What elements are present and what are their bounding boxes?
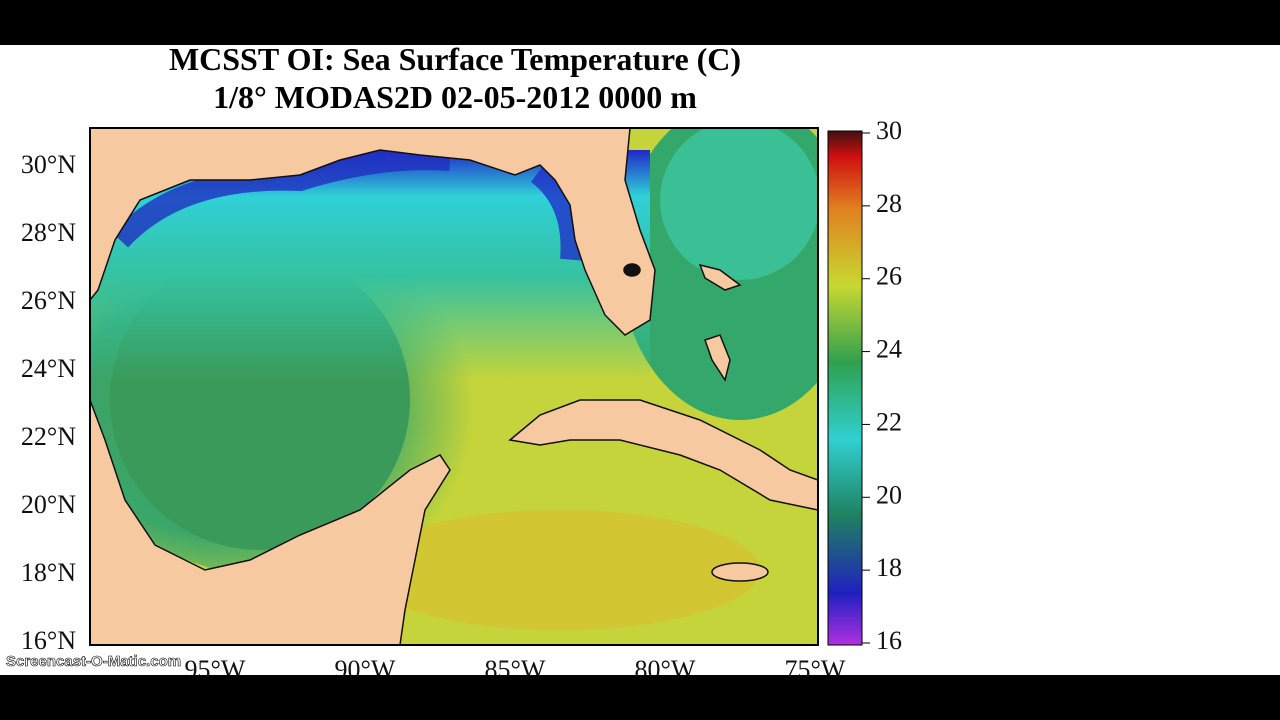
lat-label: 28°N <box>21 218 76 247</box>
colorbar-tick-label: 16 <box>876 626 902 655</box>
colorbar-tick-label: 26 <box>876 262 902 291</box>
map-frame <box>89 127 819 646</box>
lat-label: 18°N <box>21 558 76 587</box>
lat-label: 20°N <box>21 490 76 519</box>
watermark: Screencast-O-Matic.com <box>6 653 181 670</box>
subtitle: 1/8° MODAS2D 02-05-2012 0000 m <box>213 79 697 115</box>
land <box>90 128 818 645</box>
lat-label: 26°N <box>21 286 76 315</box>
colorbar-tick-label: 20 <box>876 480 902 509</box>
title: MCSST OI: Sea Surface Temperature (C) <box>169 41 741 77</box>
sst-field <box>90 128 818 645</box>
bottom-bar <box>0 675 1280 720</box>
colorbar-tick-label: 18 <box>876 553 902 582</box>
colorbar-tick-label: 28 <box>876 189 902 218</box>
lat-label: 30°N <box>21 150 76 179</box>
colorbar <box>827 130 863 646</box>
colorbar-tick-label: 30 <box>876 116 902 145</box>
lat-label: 24°N <box>21 354 76 383</box>
lat-label: 16°N <box>21 626 76 655</box>
lat-label: 22°N <box>21 422 76 451</box>
colorbar-tick-label: 22 <box>876 407 902 436</box>
colorbar-tick-label: 24 <box>876 335 902 364</box>
top-bar <box>0 0 1280 45</box>
